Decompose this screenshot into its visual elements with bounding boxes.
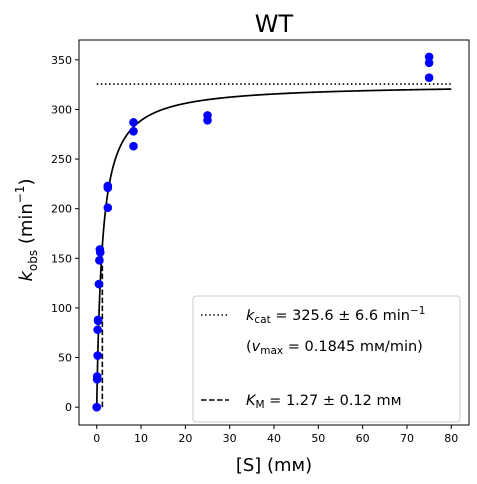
y-tick-label: 250 — [51, 153, 72, 166]
data-point — [103, 181, 113, 191]
legend: kcat = 325.6 ± 6.6 min−1 (vmax = 0.1845 … — [192, 295, 461, 423]
x-tick-label: 40 — [267, 432, 281, 445]
x-tick-label: 10 — [134, 432, 148, 445]
data-point — [103, 203, 113, 212]
data-point — [129, 126, 138, 136]
data-point — [93, 351, 102, 360]
legend-box — [192, 295, 461, 423]
y-label-superscript: −1 — [13, 185, 27, 203]
y-label-symbol: k — [16, 270, 37, 282]
y-tick-label: 100 — [51, 302, 72, 315]
data-point — [95, 248, 105, 257]
x-tick-label: 70 — [400, 432, 414, 445]
data-point — [424, 52, 434, 62]
x-tick-label: 50 — [311, 432, 325, 445]
x-tick-label: 20 — [178, 432, 192, 445]
plot-frame — [78, 39, 470, 426]
data-point — [93, 316, 103, 326]
y-tick-label: 0 — [65, 401, 72, 414]
data-point — [95, 255, 104, 265]
x-axis-ticks: 0 10 20 30 40 50 60 70 80 — [93, 425, 458, 445]
data-point — [129, 118, 138, 127]
data-point — [92, 402, 102, 412]
y-label-subscript: obs — [26, 250, 40, 271]
y-tick-label: 350 — [51, 54, 72, 67]
x-tick-label: 60 — [356, 432, 370, 445]
x-tick-label: 30 — [223, 432, 237, 445]
y-tick-label: 300 — [51, 103, 72, 116]
data-point — [92, 372, 102, 381]
y-label-unit-close: ) — [16, 178, 37, 185]
legend-kcat-label: kcat = 325.6 ± 6.6 min−1 — [246, 305, 425, 326]
chart-title: WT — [255, 10, 294, 38]
data-point — [129, 141, 138, 151]
data-point — [424, 73, 434, 83]
data-point — [424, 58, 434, 68]
x-tick-label: 0 — [93, 432, 100, 445]
y-tick-label: 200 — [51, 203, 72, 216]
y-label-unit-open: (min — [16, 203, 37, 250]
legend-vmax-label: (vmax = 0.1845 mм/min) — [246, 339, 423, 357]
data-point — [93, 325, 102, 335]
legend-km-label: KM = 1.27 ± 0.12 mм — [246, 393, 402, 411]
x-tick-label: 80 — [444, 432, 458, 445]
y-axis-ticks: 0 50 100 150 200 250 300 350 — [51, 54, 79, 414]
data-point — [94, 279, 104, 289]
fit-curve — [95, 88, 452, 408]
y-axis-label: kobs (min−1) — [13, 178, 40, 281]
x-axis-label: [S] (mм) — [236, 455, 312, 476]
plot-area — [92, 52, 452, 412]
y-tick-label: 50 — [58, 352, 72, 365]
data-point — [203, 111, 212, 120]
y-tick-label: 150 — [51, 252, 72, 265]
